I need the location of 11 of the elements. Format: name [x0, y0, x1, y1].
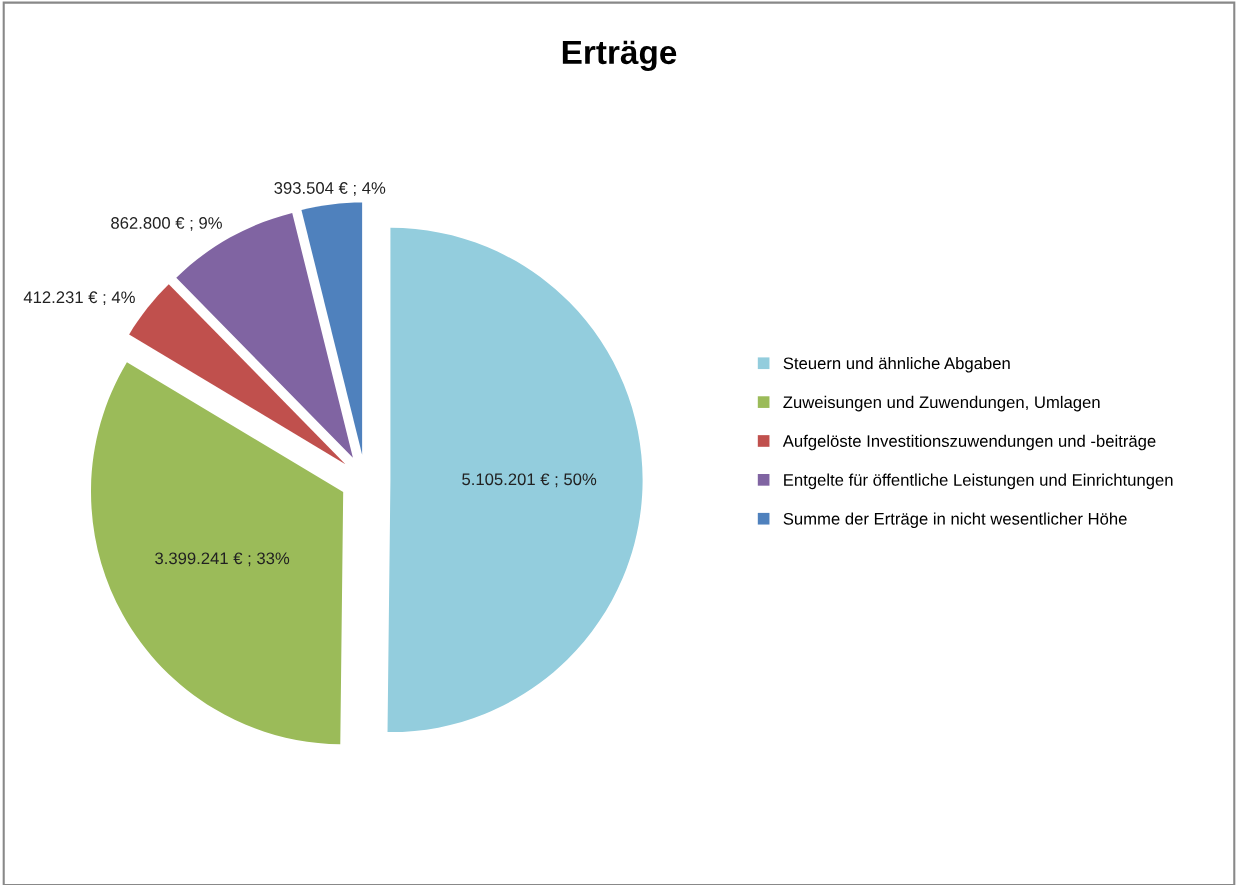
legend-label: Zuweisungen und Zuwendungen, Umlagen — [783, 395, 1100, 412]
data-label: 393.504 € ; 4% — [274, 182, 386, 196]
legend-label: Entgelte für öffentliche Leistungen und Einrichtungen — [784, 473, 1173, 490]
legend-label: Steuern und ähnliche Abgaben — [783, 356, 1010, 373]
chart-title: Erträge — [562, 40, 677, 71]
data-label: 862.800 € ; 9% — [111, 217, 222, 231]
data-label: 5.105.201 € ; 50% — [462, 473, 597, 488]
data-label: 3.399.241 € ; 33% — [155, 552, 290, 567]
legend-label: Summe der Erträge in nicht wesentlicher Höhe — [783, 512, 1127, 529]
data-label: 412.231 € ; 4% — [23, 291, 135, 306]
legend-label: Aufgelöste Investitionszuwendungen und -beiträge — [782, 434, 1156, 451]
